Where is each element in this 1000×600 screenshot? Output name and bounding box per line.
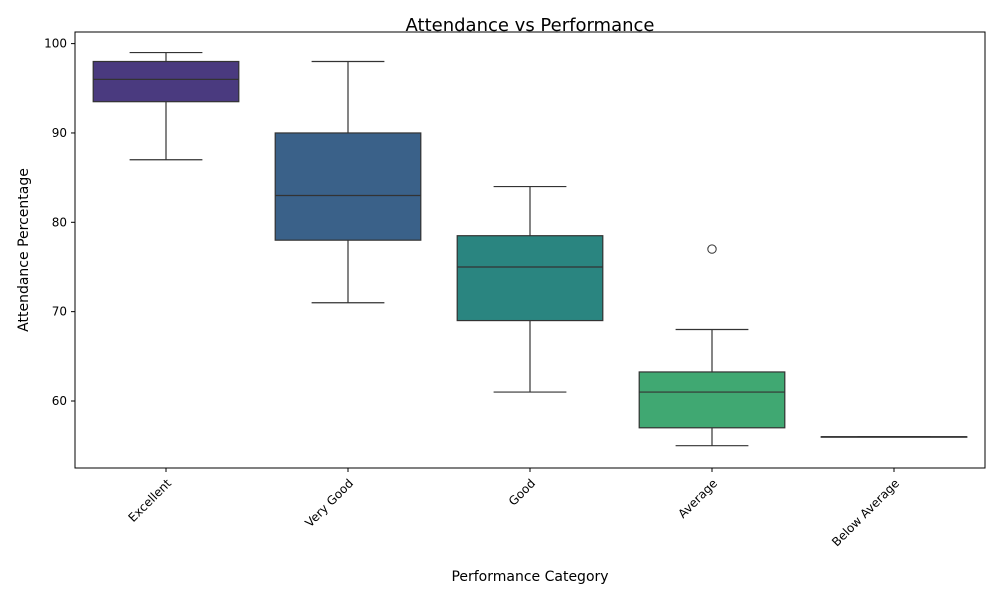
y-tick-label: 60 [52,394,67,408]
box-0 [92,51,240,161]
box-body [274,132,422,241]
x-tick-label: Average [675,476,720,521]
y-tick-label: 70 [52,305,67,319]
box-4 [820,436,968,438]
chart-title: Attendance vs Performance [406,15,655,36]
box-body [638,371,786,429]
outlier-point [707,244,717,254]
x-tick-label: Below Average [829,476,902,549]
x-axis: Excellent Very Good Good Average Below Avera… [125,468,902,549]
box-3 [638,244,786,447]
x-tick-label: Good [506,476,538,508]
box-body [456,235,604,322]
y-tick-label: 90 [52,126,67,140]
plot-area [92,51,968,447]
y-tick-label: 100 [44,37,67,51]
y-axis-label: Attendance Percentage [16,168,32,332]
box-2 [456,185,604,393]
x-tick-label: Excellent [125,476,174,525]
y-axis: 60 70 80 90 100 [44,37,75,408]
x-axis-label: Performance Category [451,569,608,585]
box-1 [274,60,422,304]
x-tick-label: Very Good [302,476,356,530]
box-body [92,60,240,103]
y-tick-label: 80 [52,215,67,229]
